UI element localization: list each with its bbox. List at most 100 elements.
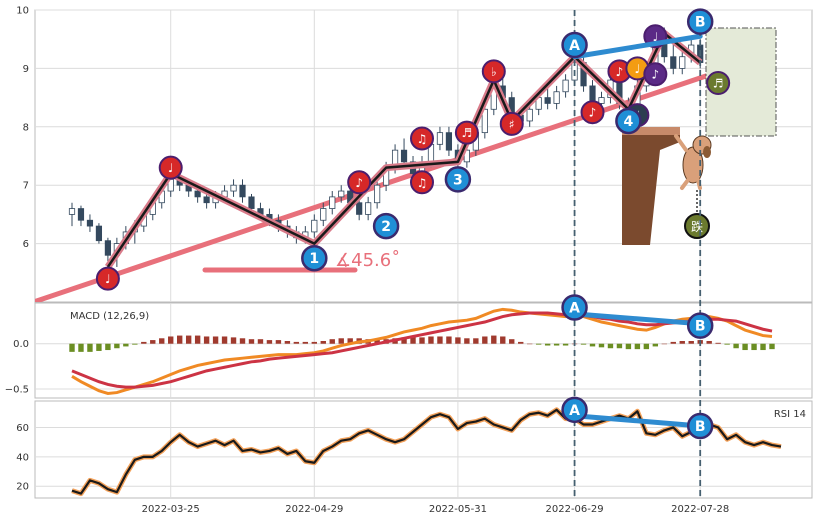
pivot-badge-label: A (569, 301, 580, 317)
macd-panel: 0.0 −0.5 MACD (12,26,9) (5, 302, 813, 399)
candle-body (77, 208, 85, 221)
macd-line (71, 307, 773, 395)
macd-histogram-bar (159, 338, 165, 344)
angle-label: ∡45.6˚ (335, 250, 400, 271)
macd-histogram-bar (527, 343, 533, 345)
candle (104, 237, 111, 262)
candle-body (86, 219, 94, 227)
price-ytick-label: 6 (23, 239, 29, 250)
music-note-glyph: ♭ (491, 65, 497, 79)
candle-body (248, 196, 255, 209)
dog-arm (674, 134, 688, 152)
price-ytick-label: 10 (16, 6, 29, 17)
pivot-badge: A (561, 294, 588, 321)
music-note-icon (580, 100, 605, 125)
candle-body (329, 196, 336, 209)
macd-histogram-bar (150, 340, 156, 344)
macd-histogram-bar (706, 341, 712, 344)
x-tick-label: 2022-04-29 (285, 504, 343, 515)
dog-illustration: 跌 (674, 134, 712, 239)
music-note-glyph: ♪ (355, 176, 363, 190)
macd-histogram-bar (616, 343, 623, 349)
macd-histogram-bar (203, 336, 210, 344)
music-note-badge: ♫ (410, 170, 434, 195)
music-note-glyph: ♪ (616, 65, 624, 79)
x-tick-label: 2022-07-28 (671, 504, 729, 515)
candle-body (400, 149, 408, 163)
rsi-line (71, 408, 782, 495)
trend-line (35, 51, 775, 302)
music-note-glyph: ♩ (652, 30, 658, 44)
pivot-badge-circle (372, 212, 400, 240)
macd-histogram-bar (634, 343, 641, 350)
music-note-glyph: ♫ (417, 132, 428, 146)
candle (338, 185, 345, 203)
candle-body (553, 91, 560, 104)
pivot-badge-label: 2 (381, 219, 391, 235)
music-note-badge: ♪ (580, 100, 605, 125)
macd-histogram-bar (266, 340, 273, 344)
pivot-badge: 4 (615, 107, 642, 135)
candle-body (194, 190, 201, 198)
macd-histogram-bar (221, 336, 228, 344)
music-note-icon (410, 170, 434, 195)
price-ytick-label: 7 (23, 181, 29, 192)
price-plot-area: ∡45.6˚跌♩♩♪♫♫♬♭♯♪♪♩♩♪♩♬ (35, 24, 777, 302)
dog-leg (680, 178, 690, 190)
macd-histogram-bar (410, 337, 416, 344)
macd-histogram-bar (320, 341, 326, 344)
candle (374, 179, 381, 209)
macd-histogram-bar (625, 343, 632, 350)
macd-histogram-bar (257, 339, 264, 344)
macd-histogram-bar (670, 341, 676, 344)
pivot-badge-label: B (695, 15, 706, 31)
macd-title: MACD (12,26,9) (70, 311, 149, 322)
macd-histogram-bar (132, 343, 138, 345)
candle-body (670, 56, 677, 69)
candle-body (68, 208, 76, 215)
macd-histogram-bar (141, 341, 147, 344)
pivot-badge: A (561, 396, 588, 424)
rsi-ytick-label: 20 (16, 482, 29, 493)
macd-histogram-bar (284, 341, 291, 344)
candle-body (95, 225, 103, 242)
macd-histogram-bar (437, 336, 443, 344)
music-note-icon (499, 111, 524, 136)
candle-body (526, 108, 533, 122)
pivot-badge-label: A (569, 38, 580, 54)
pivot-badge-circle (561, 396, 588, 424)
candle-body (338, 190, 345, 198)
candle (230, 179, 237, 197)
candle (436, 126, 444, 151)
macd-histogram-bar (589, 343, 596, 347)
macd-histogram-bar (374, 339, 380, 344)
pivot-badge-label: B (695, 419, 706, 435)
pivot-badge: 3 (444, 166, 472, 193)
candle (77, 205, 85, 227)
cliff-illustration (622, 131, 680, 245)
macd-histogram-bar (760, 343, 766, 351)
music-note-icon (643, 62, 668, 87)
macd-histogram-bar (553, 343, 560, 346)
rsi-title: RSI 14 (774, 409, 806, 420)
pivot-badge: B (686, 412, 714, 440)
candle-body (598, 97, 605, 104)
pivot-badge-label: 3 (453, 172, 463, 188)
macd-histogram-bar (168, 336, 174, 344)
macd-histogram-bar (724, 343, 730, 345)
macd-histogram-bar (419, 337, 425, 344)
macd-histogram-bar (491, 335, 497, 344)
pivot-badge-circle (686, 412, 714, 440)
rsi-divergence-line (572, 413, 703, 429)
music-note-glyph: ♩ (168, 161, 174, 175)
candle-body (104, 240, 111, 256)
macd-histogram-bar (652, 343, 659, 347)
x-axis: 2022-03-25 2022-04-29 2022-05-31 2022-06-29… (142, 504, 730, 515)
price-divergence-line (572, 33, 703, 60)
macd-histogram-bar (455, 337, 461, 344)
candle (679, 50, 686, 75)
macd-histogram-bar (751, 343, 757, 351)
music-note-badge: ♪ (643, 62, 668, 87)
